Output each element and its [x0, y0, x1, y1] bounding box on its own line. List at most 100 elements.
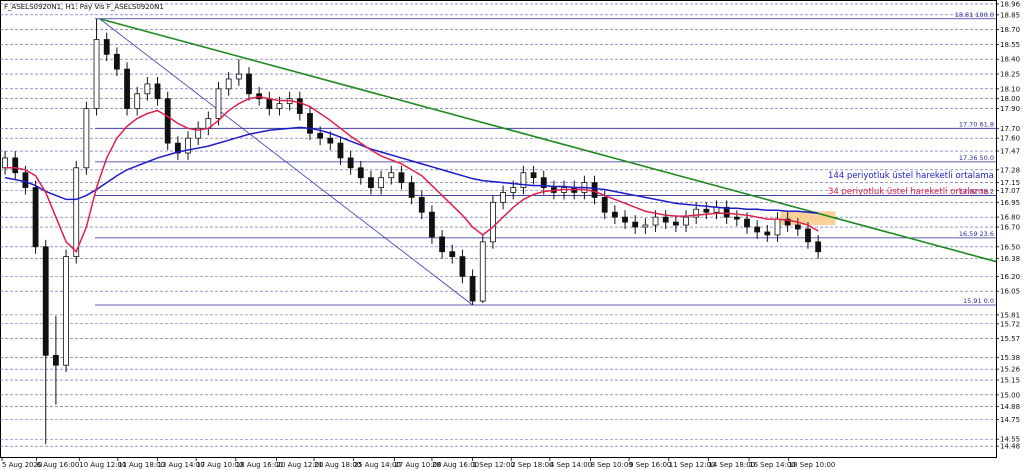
trendline — [99, 18, 473, 306]
x-tick-label: 11 Sep 12:00 — [669, 461, 716, 469]
candle-body — [469, 275, 476, 302]
candle-body — [540, 177, 547, 188]
x-tick-label: 1 Sep 12:00 — [473, 461, 515, 469]
x-tick-label: 14 Sep 18:00 — [708, 461, 755, 469]
candle-body — [174, 142, 181, 154]
candle-body — [815, 241, 822, 253]
candle-body — [398, 172, 405, 184]
candle-body — [794, 224, 801, 230]
candle-body — [52, 354, 59, 366]
x-tick-label: 18 Aug 16:00 — [236, 461, 283, 469]
y-tick-label: 18.40 — [1000, 56, 1020, 64]
x-tick-label: 20 Aug 12:00 — [276, 461, 323, 469]
candle-body — [693, 208, 700, 218]
candle-body — [601, 197, 608, 213]
y-tick-label: 17.60 — [1000, 135, 1020, 143]
fib-label: 17.70 61.8 — [959, 120, 994, 128]
candle-body — [368, 177, 374, 188]
candle-body — [439, 236, 446, 253]
candle-body — [510, 187, 517, 193]
x-tick-label: 16 Sep 14:00 — [749, 461, 796, 469]
fib-label: 15.91 0.0 — [963, 297, 994, 305]
candle-body — [42, 246, 49, 356]
candle-body — [520, 172, 527, 188]
candle-body — [683, 216, 689, 226]
fib-label: 17.02 38.2 — [959, 187, 994, 195]
y-tick-label: 18.85 — [1000, 11, 1020, 19]
legend-label: 34 periyotluk üstel hareketli ortalama — [828, 187, 988, 197]
candle-body — [388, 172, 395, 179]
candle-body — [276, 103, 283, 109]
candle-body — [591, 182, 598, 198]
fib-label: 16.59 23.6 — [959, 230, 994, 238]
candle-body — [12, 157, 19, 174]
candle-body — [764, 231, 771, 236]
y-tick-label: 16.20 — [1000, 273, 1020, 281]
y-tick-label: 14.48 — [1000, 443, 1020, 451]
candle-body — [378, 177, 385, 188]
x-tick-label: 10 Aug 12:00 — [79, 461, 126, 469]
candle-body — [185, 137, 191, 154]
candle-body — [266, 98, 273, 109]
candle-body — [154, 83, 161, 100]
candle-body — [235, 73, 242, 80]
y-tick-label: 16.95 — [1000, 199, 1020, 207]
candle-body — [733, 216, 740, 220]
candle-body — [164, 98, 171, 144]
candle-body — [215, 88, 222, 119]
fib-label: 18.81 100.0 — [955, 11, 994, 19]
y-tick-label: 17.47 — [1000, 148, 1020, 156]
candle-body — [418, 197, 425, 213]
x-tick-label: 11 Aug 18:00 — [118, 461, 165, 469]
x-tick-label: 9 Sep 16:00 — [629, 461, 671, 469]
y-tick-label: 18.96 — [1000, 0, 1021, 8]
moving-average — [4, 126, 819, 214]
y-tick-label: 16.50 — [1000, 243, 1020, 251]
x-tick-label: 18 Sep 10:00 — [789, 461, 836, 469]
candle-body — [490, 201, 496, 243]
candle-body — [622, 216, 628, 223]
y-tick-label: 16.80 — [1000, 214, 1020, 222]
y-tick-label: 17.07 — [1000, 187, 1020, 195]
x-tick-label: 6 Aug 16:00 — [37, 461, 80, 469]
candle-body — [347, 157, 354, 169]
y-tick-label: 14.88 — [1000, 403, 1020, 411]
candle-body — [652, 216, 659, 226]
candle-body — [662, 216, 669, 223]
candle-body — [408, 182, 415, 198]
candle-body — [124, 68, 130, 109]
y-tick-label: 18.25 — [1000, 71, 1020, 79]
candle-body — [93, 39, 100, 109]
candle-body — [357, 167, 364, 179]
y-tick-label: 18.10 — [1000, 85, 1020, 93]
candle-body — [530, 172, 537, 179]
y-tick-label: 15.26 — [1000, 366, 1021, 374]
candle-body — [703, 208, 710, 213]
y-tick-label: 14.75 — [1000, 416, 1020, 424]
y-tick-label: 15.57 — [1000, 335, 1020, 343]
candle-body — [296, 98, 303, 114]
y-tick-label: 17.70 — [1000, 125, 1020, 133]
y-tick-label: 18.70 — [1000, 26, 1020, 34]
candle-body — [103, 39, 110, 55]
y-tick-label: 17.28 — [1000, 166, 1020, 174]
trendline — [99, 17, 997, 263]
candle-body — [144, 83, 151, 95]
candle-body — [723, 206, 730, 218]
candle-body — [307, 113, 313, 134]
x-tick-label: 5 Aug 2020 — [2, 461, 42, 469]
y-tick-label: 15.81 — [1000, 311, 1020, 319]
y-tick-label: 16.05 — [1000, 288, 1020, 296]
x-tick-label: 25 Aug 14:00 — [354, 461, 401, 469]
x-tick-label: 28 Aug 16:00 — [432, 461, 479, 469]
candle-body — [429, 211, 435, 238]
candle-body — [22, 172, 29, 188]
candle-body — [32, 187, 39, 248]
candle-body — [317, 132, 324, 139]
candle-body — [479, 241, 486, 302]
candle-body — [774, 218, 781, 236]
y-tick-label: 15.00 — [1000, 391, 1020, 399]
candle-body — [744, 218, 750, 228]
candle-body — [449, 251, 456, 258]
